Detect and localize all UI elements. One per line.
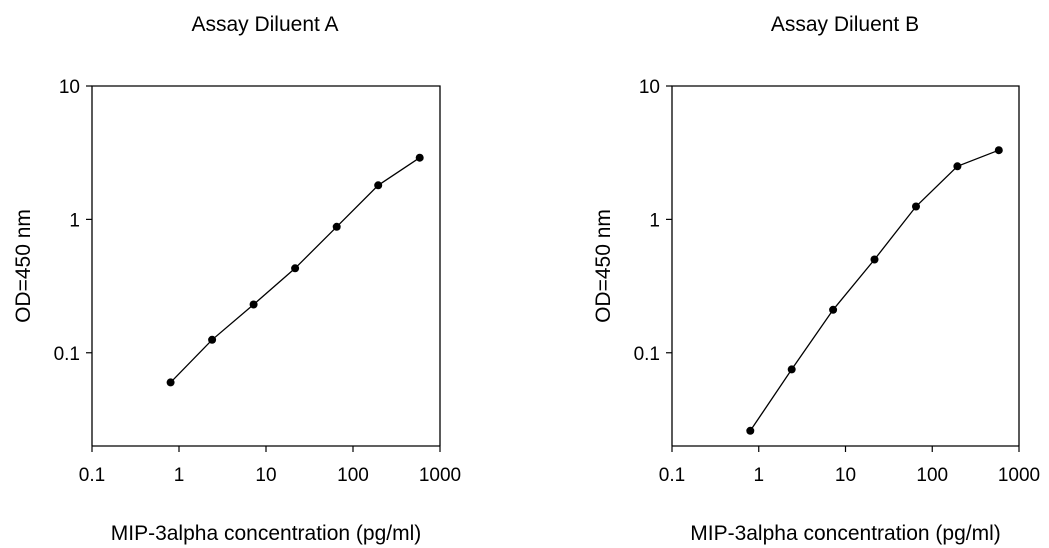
y-tick-label: 10 bbox=[639, 77, 660, 98]
x-tick-label: 1 bbox=[174, 465, 185, 486]
y-tick-label: 1 bbox=[649, 210, 660, 231]
x-tick-label: 1 bbox=[753, 465, 764, 486]
data-point bbox=[374, 181, 383, 190]
y-tick-label: 1 bbox=[69, 210, 80, 231]
data-point bbox=[870, 255, 879, 264]
data-point bbox=[166, 378, 175, 387]
chart-panel-2: Assay Diluent B 0.1 1 10 0.1 1 10 100 1000 MIP-3a… bbox=[592, 13, 1040, 545]
x-tick-label: 10 bbox=[835, 465, 856, 486]
data-point bbox=[787, 365, 796, 374]
data-point bbox=[332, 222, 341, 231]
x-tick-label: 1000 bbox=[998, 465, 1040, 486]
plot-frame bbox=[91, 85, 441, 446]
chart-panel-1: Assay Diluent A 0.1 1 10 0.1 1 10 100 1000 MIP-3a… bbox=[12, 13, 461, 545]
y-axis-label: OD=450 nm bbox=[592, 209, 615, 323]
y-tick-label: 0.1 bbox=[634, 344, 660, 365]
data-point bbox=[208, 335, 217, 344]
y-tick-label: 0.1 bbox=[54, 344, 80, 365]
data-point bbox=[249, 300, 258, 309]
data-point bbox=[415, 153, 424, 162]
data-point bbox=[953, 162, 962, 171]
x-tick-label: 100 bbox=[337, 465, 369, 486]
data-point bbox=[912, 202, 920, 211]
data-point bbox=[746, 426, 755, 435]
chart-title: Assay Diluent A bbox=[191, 13, 338, 36]
data-point bbox=[994, 146, 1003, 155]
data-point bbox=[829, 305, 838, 314]
y-axis-label: OD=450 nm bbox=[12, 209, 35, 323]
plot-frame bbox=[671, 85, 1020, 446]
x-axis-label: MIP-3alpha concentration (pg/ml) bbox=[690, 522, 1000, 545]
x-tick-label: 100 bbox=[916, 465, 948, 486]
x-tick-label: 1000 bbox=[419, 465, 461, 486]
series-line bbox=[749, 149, 1000, 432]
x-tick-label: 0.1 bbox=[79, 465, 105, 486]
x-axis-label: MIP-3alpha concentration (pg/ml) bbox=[111, 522, 421, 545]
data-point bbox=[291, 264, 300, 273]
x-tick-label: 10 bbox=[255, 465, 276, 486]
y-tick-label: 10 bbox=[59, 77, 80, 98]
chart-title: Assay Diluent B bbox=[771, 13, 919, 36]
x-tick-label: 0.1 bbox=[659, 465, 685, 486]
